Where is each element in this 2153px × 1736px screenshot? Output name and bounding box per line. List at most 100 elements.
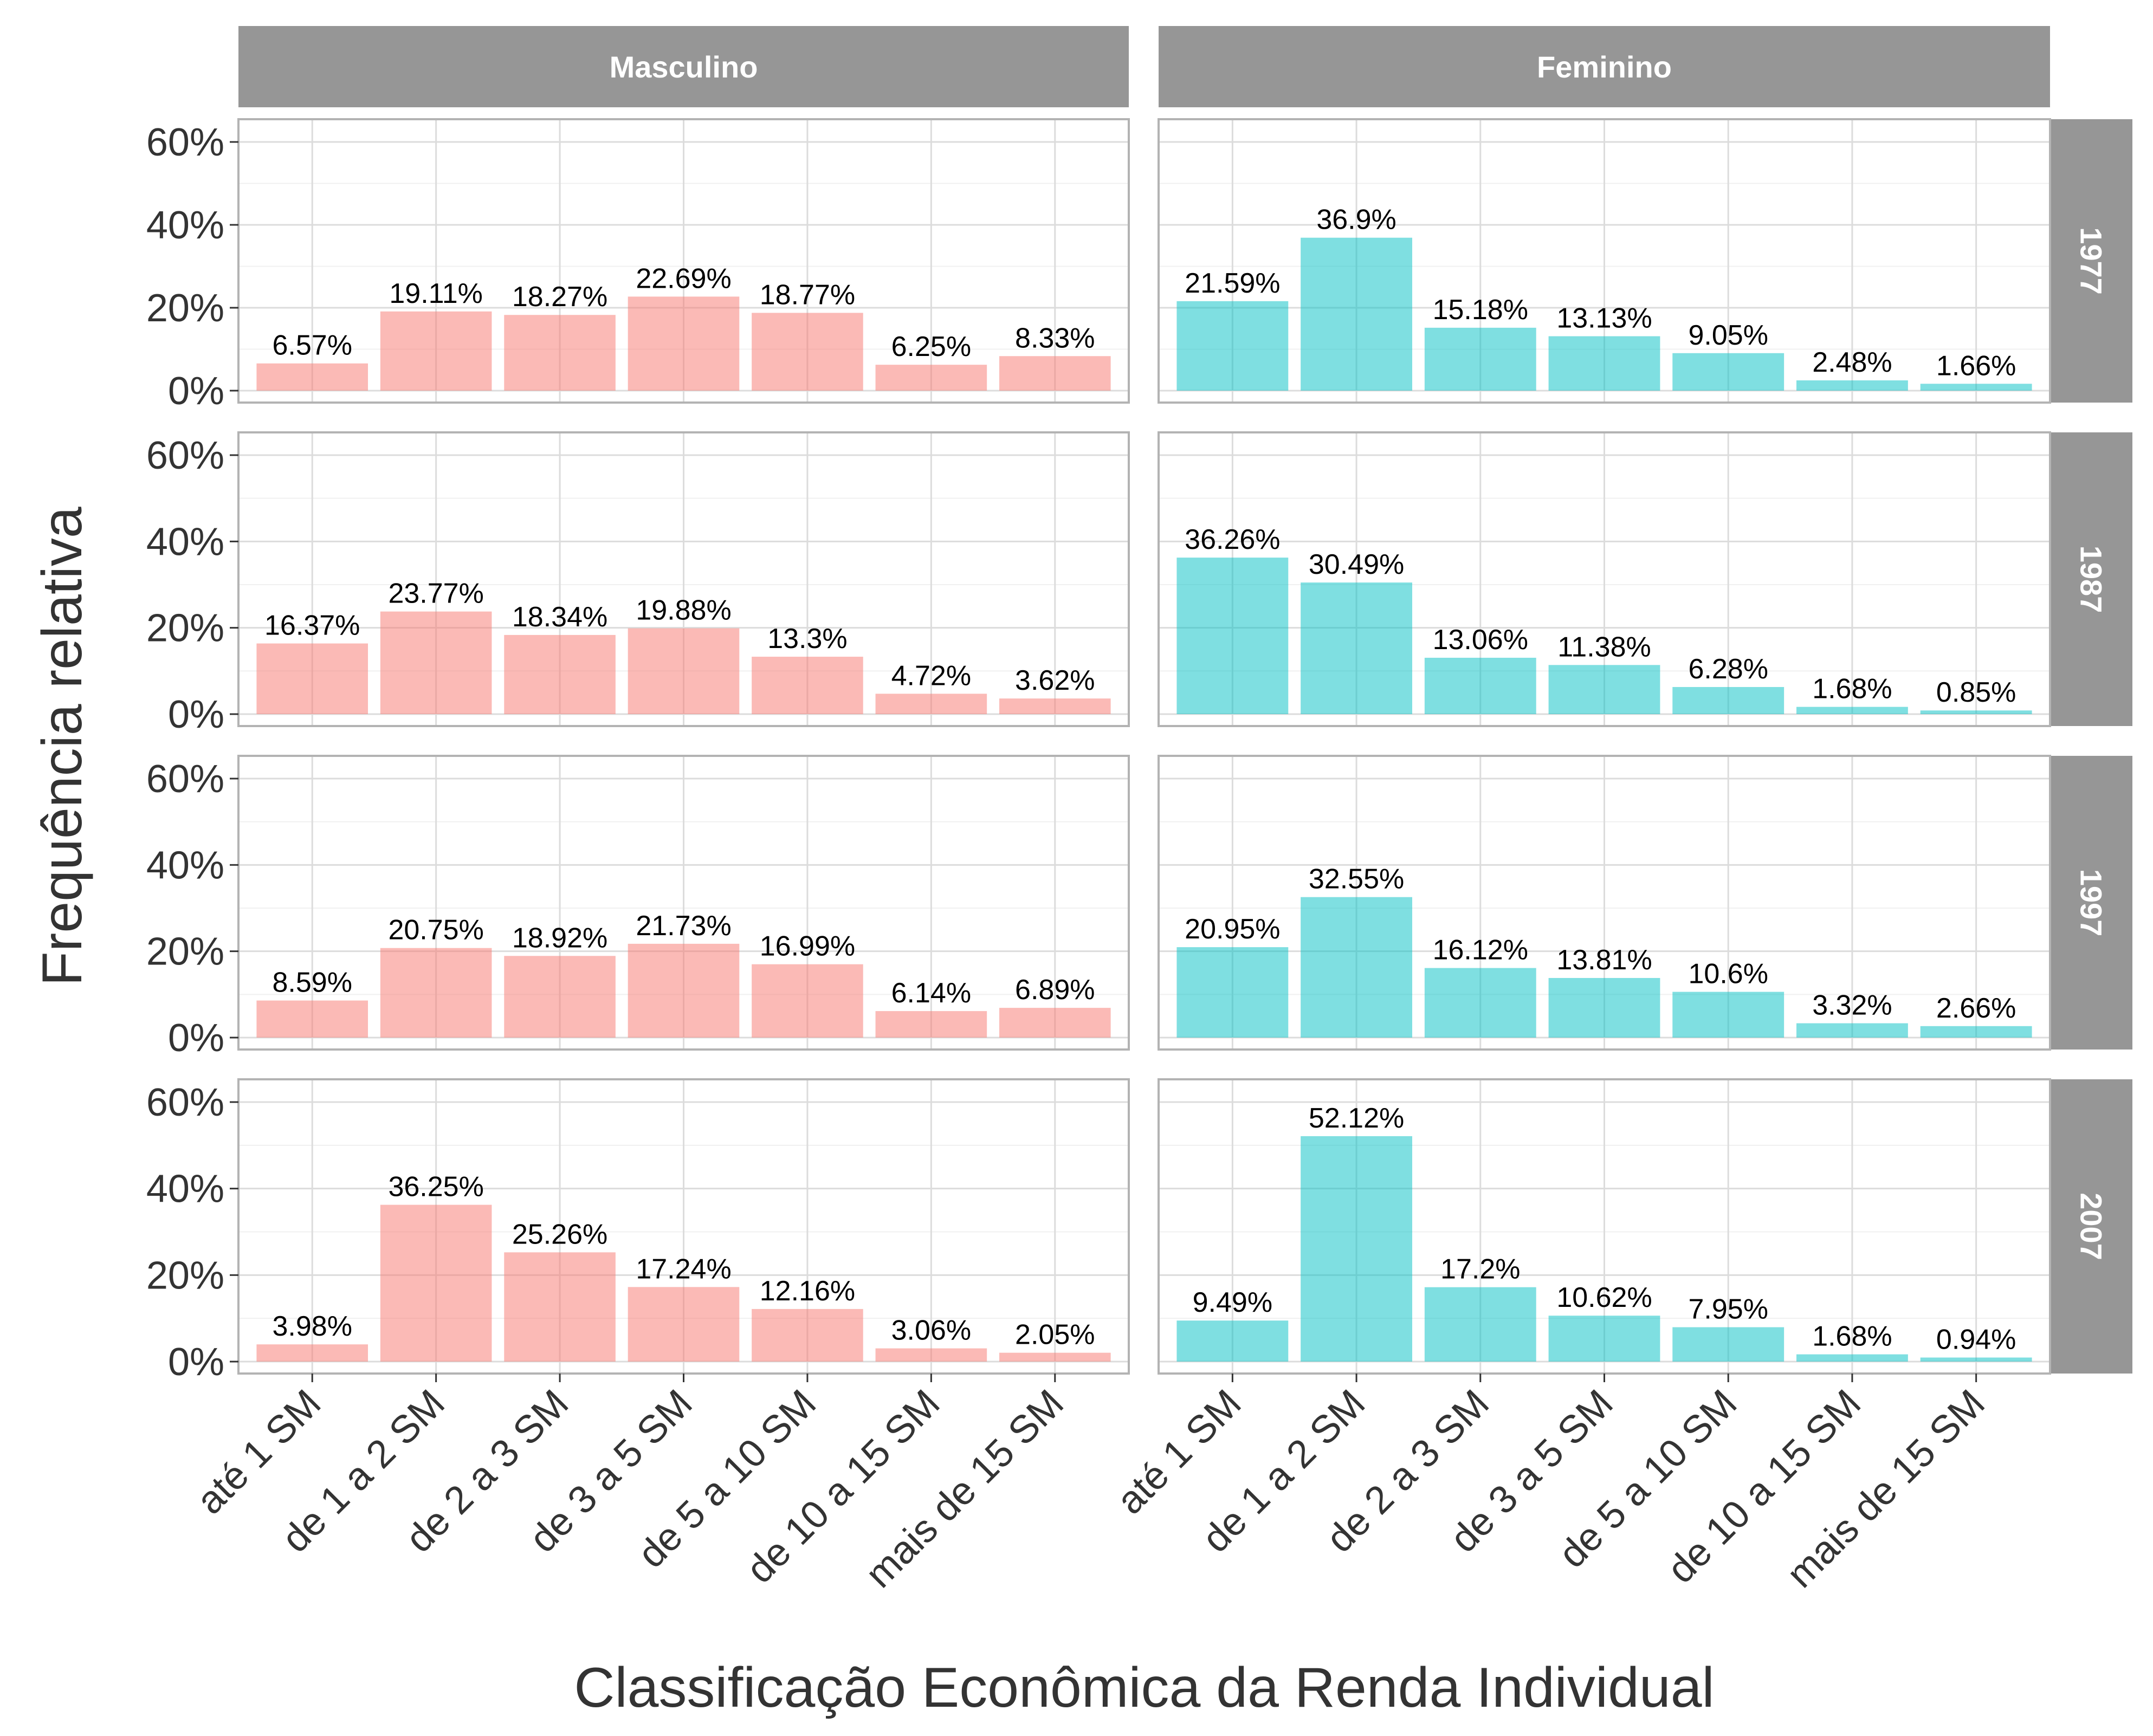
bar: [1424, 327, 1536, 391]
y-axis-title: Frequência relativa: [31, 507, 94, 986]
row-strip-label: 1997: [2074, 869, 2109, 937]
bar-value-label: 6.57%: [272, 330, 352, 361]
panel-Masculino-1987: 16.37% 23.77% 18.34% 19.88% 13.3% 4.72% 3.62%: [237, 431, 1130, 727]
bar-value-label: 52.12%: [1309, 1103, 1404, 1134]
y-tick-label: 60%: [146, 121, 224, 164]
bar-value-label: 1.68%: [1812, 1321, 1892, 1352]
bar-value-label: 19.11%: [389, 278, 483, 309]
bar-value-label: 21.73%: [636, 910, 731, 942]
bar-value-label: 13.3%: [767, 623, 847, 655]
bar: [1301, 1136, 1412, 1362]
panel-Masculino-2007: 3.98% 36.25% 25.26% 17.24% 12.16% 3.06% 2.05%: [237, 1078, 1130, 1375]
row-strip-label: 1987: [2074, 546, 2109, 613]
bar: [1548, 977, 1660, 1038]
row-strip-1: [2050, 432, 2132, 726]
y-tick-label: 40%: [146, 844, 224, 887]
bar: [752, 964, 863, 1038]
column-strip-label: Masculino: [610, 50, 758, 84]
bar-value-label: 2.05%: [1015, 1319, 1095, 1351]
bar: [628, 296, 740, 391]
bar: [256, 1000, 368, 1038]
bar: [1920, 384, 2032, 391]
row-strip-2: [2050, 756, 2132, 1050]
bar-value-label: 10.6%: [1688, 958, 1768, 990]
bar: [1796, 1354, 1908, 1362]
bar-value-label: 12.16%: [760, 1275, 855, 1307]
bar: [1301, 237, 1412, 391]
bar: [875, 1011, 987, 1038]
bar-value-label: 22.69%: [636, 263, 731, 294]
y-tick-label: 40%: [146, 204, 224, 247]
row-strip-3: [2050, 1079, 2132, 1374]
bar: [999, 356, 1111, 391]
bar-value-label: 36.9%: [1316, 204, 1396, 236]
bar-value-label: 10.62%: [1556, 1282, 1652, 1313]
panel-border: [237, 431, 1130, 727]
bar: [628, 943, 740, 1038]
bar: [628, 628, 740, 714]
column-strip-0: [238, 26, 1129, 107]
bar-value-label: 7.95%: [1688, 1294, 1768, 1325]
bar: [1176, 947, 1289, 1038]
bar-value-label: 16.99%: [760, 931, 855, 962]
bar: [1672, 1327, 1785, 1362]
panel-Feminino-2007: 9.49% 52.12% 17.2% 10.62% 7.95% 1.68% 0.94%: [1158, 1078, 2051, 1375]
y-tick-label: 0%: [168, 1340, 224, 1384]
y-tick-label: 20%: [146, 607, 224, 650]
bar-value-label: 6.14%: [891, 977, 971, 1009]
bar: [1796, 707, 1908, 714]
panel-border: [237, 755, 1130, 1051]
bar-value-label: 9.49%: [1193, 1287, 1272, 1318]
bar: [1548, 665, 1660, 714]
y-tick-label: 40%: [146, 1168, 224, 1211]
y-tick-label: 40%: [146, 520, 224, 563]
bar: [380, 611, 492, 714]
bar: [875, 1348, 987, 1362]
y-tick-label: 0%: [168, 693, 224, 736]
bar-value-label: 19.88%: [636, 595, 731, 626]
panel-border: [237, 118, 1130, 404]
bar-value-label: 11.38%: [1557, 631, 1651, 663]
bar: [504, 956, 616, 1038]
bar-value-label: 2.66%: [1936, 993, 2016, 1024]
bar-value-label: 0.94%: [1936, 1324, 2016, 1355]
bar: [752, 313, 863, 391]
bar-value-label: 3.62%: [1015, 665, 1095, 696]
bar-value-label: 15.18%: [1433, 294, 1528, 326]
bar: [256, 643, 368, 714]
bar-value-label: 6.25%: [891, 331, 971, 362]
y-tick-label: 0%: [168, 370, 224, 413]
bar-value-label: 18.77%: [760, 279, 855, 310]
bar-value-label: 8.59%: [272, 967, 352, 999]
bar-value-label: 2.48%: [1812, 347, 1892, 378]
bar: [380, 311, 492, 391]
row-strip-0: [2050, 119, 2132, 403]
bar-value-label: 18.27%: [512, 281, 607, 313]
bar-value-label: 23.77%: [388, 578, 483, 610]
bar-value-label: 16.37%: [264, 610, 360, 642]
bar: [256, 1344, 368, 1362]
bar-value-label: 16.12%: [1433, 935, 1528, 966]
bar: [504, 315, 616, 391]
bar-value-label: 4.72%: [891, 660, 971, 691]
bar-value-label: 20.95%: [1185, 914, 1280, 945]
bar: [1301, 582, 1412, 714]
y-tick-label: 60%: [146, 1081, 224, 1124]
bar-value-label: 1.68%: [1812, 673, 1892, 705]
bar-value-label: 6.28%: [1688, 653, 1768, 685]
bar: [1424, 1287, 1536, 1362]
bar: [504, 1252, 616, 1362]
bar-value-label: 18.34%: [512, 601, 607, 633]
bar-value-label: 36.26%: [1185, 524, 1280, 555]
bar-value-label: 18.92%: [512, 922, 607, 954]
bar: [1920, 1357, 2032, 1362]
bar-value-label: 3.98%: [272, 1311, 352, 1342]
bar-value-label: 0.85%: [1936, 677, 2016, 708]
y-tick-label: 0%: [168, 1016, 224, 1060]
bar: [1548, 1316, 1660, 1362]
bar: [1176, 1320, 1289, 1362]
bar: [999, 698, 1111, 714]
bar: [1548, 336, 1660, 391]
y-tick-label: 60%: [146, 757, 224, 801]
